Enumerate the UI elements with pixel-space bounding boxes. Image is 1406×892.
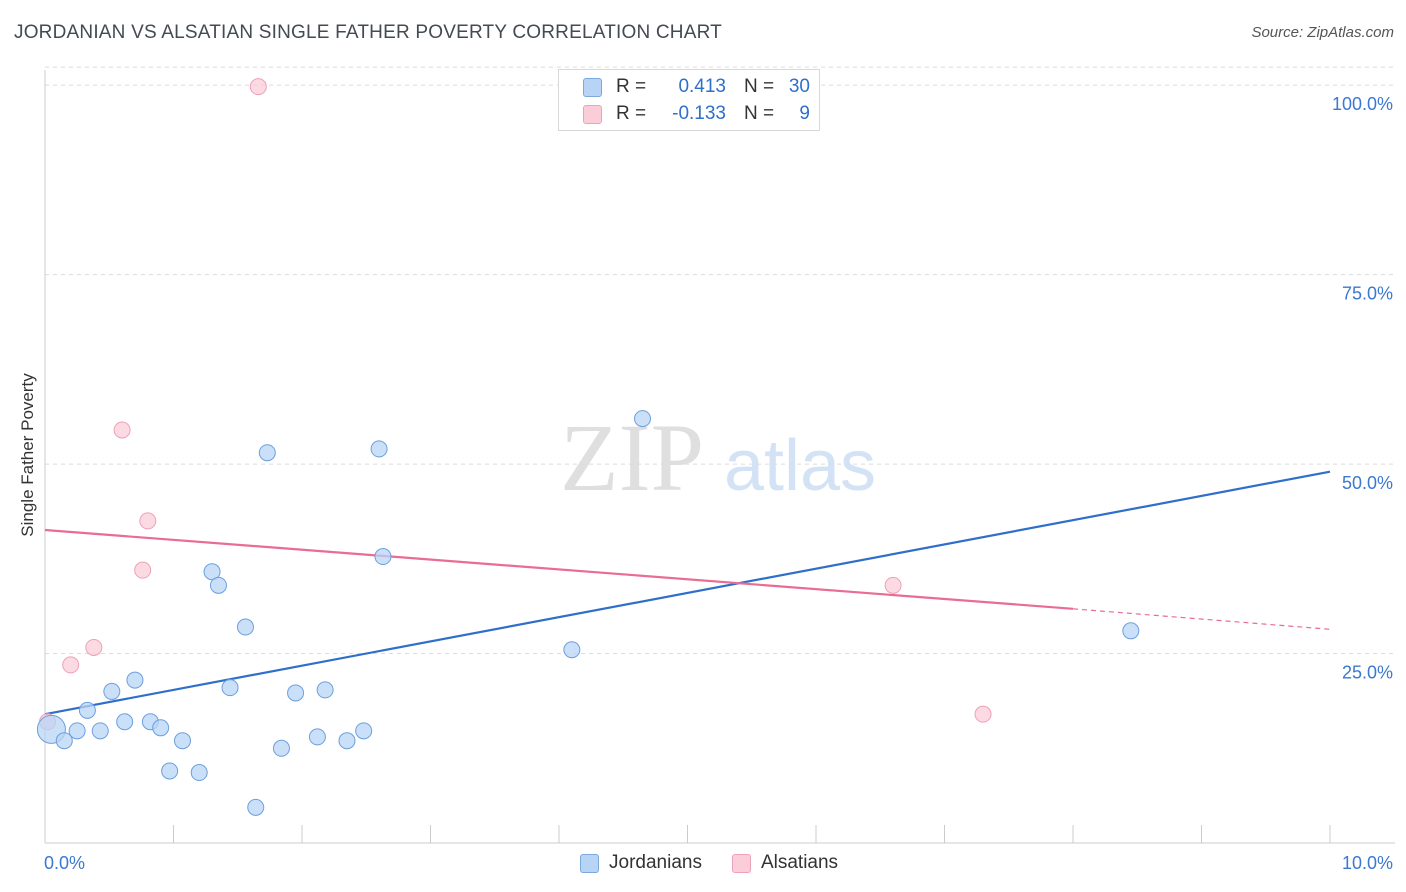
legend-swatch-pink [583,104,602,124]
legend-r-label: R = [616,76,647,97]
point-jordanian [1122,622,1140,640]
point-jordanian [374,548,392,566]
point-jordanian [190,764,208,782]
legend-n-value: 9 [799,103,810,124]
point-jordanian [355,722,373,740]
legend-n-label: N = [744,76,775,97]
point-jordanian [221,679,239,697]
trend-lines [44,470,1331,716]
point-jordanian [152,719,170,737]
legend-swatch-blue [580,853,599,873]
legend-item-jordanians[interactable]: Jordanians [580,852,702,874]
point-jordanian [78,701,96,719]
point-jordanian [116,713,134,731]
trend-line-alsatians [44,528,1074,610]
point-jordanian [103,682,121,700]
point-alsatian [134,561,152,579]
stats-legend: R = 0.413 N = 30 R = -0.133 N = 9 [558,69,820,131]
point-jordanian [316,681,334,699]
gridlines [45,66,1395,655]
point-jordanian [91,722,109,740]
point-jordanian [68,722,86,740]
point-jordanian [126,671,144,689]
point-jordanian [308,728,326,746]
trend-line-jordanians [44,470,1331,716]
y-tick-label: 75.0% [1342,284,1393,304]
point-jordanian [338,732,356,750]
legend-r-label: R = [616,103,647,124]
point-alsatian [62,656,80,674]
point-jordanian [203,563,221,581]
legend-label-alsatians: Alsatians [760,852,839,873]
point-jordanian [258,444,276,462]
data-points [36,78,1140,816]
point-jordanian [247,798,265,816]
x-tick-label: 0.0% [44,853,85,873]
point-jordanian [161,762,179,780]
point-jordanian [209,576,227,594]
legend-label-jordanians: Jordanians [609,852,702,873]
watermark-zip: ZIP [560,404,704,511]
watermark-atlas: atlas [724,426,876,506]
y-tick-label: 100.0% [1332,94,1393,114]
axes [44,70,1395,844]
x-tick-label: 10.0% [1342,853,1393,873]
point-alsatian [113,421,131,439]
point-jordanian [634,410,652,428]
legend-n-value: 30 [788,76,810,97]
series-legend: Jordanians Alsatians [580,852,868,874]
point-jordanian [287,684,305,702]
source-label: Source: ZipAtlas.com [1251,24,1394,41]
legend-item-alsatians[interactable]: Alsatians [731,852,839,874]
legend-swatch-pink [731,853,751,873]
legend-row-alsatians: R = -0.133 N = 9 [583,101,810,127]
y-tick-label: 50.0% [1342,473,1393,493]
point-jordanian [272,739,290,757]
legend-r-value: -0.133 [672,103,726,124]
point-alsatian [139,512,157,530]
point-alsatian [249,78,267,96]
legend-swatch-blue [583,77,602,97]
point-alsatian [884,576,902,594]
legend-r-value: 0.413 [678,76,726,97]
point-jordanian [370,440,388,458]
point-jordanian [563,641,581,659]
watermark: ZIP atlas [560,404,876,511]
point-jordanian [173,732,191,750]
legend-n-label: N = [744,103,775,124]
point-alsatian [85,638,103,656]
trend-line-alsatians-extension [1072,608,1331,630]
point-jordanian [236,618,254,636]
y-tick-label: 25.0% [1342,663,1393,683]
chart-title: JORDANIAN VS ALSATIAN SINGLE FATHER POVE… [14,22,722,43]
point-jordanian [55,732,73,750]
point-alsatian [974,705,992,723]
tick-labels: 25.0% 50.0% 75.0% 100.0% 0.0% 10.0% [44,94,1393,873]
legend-row-jordanians: R = 0.413 N = 30 [583,74,810,100]
